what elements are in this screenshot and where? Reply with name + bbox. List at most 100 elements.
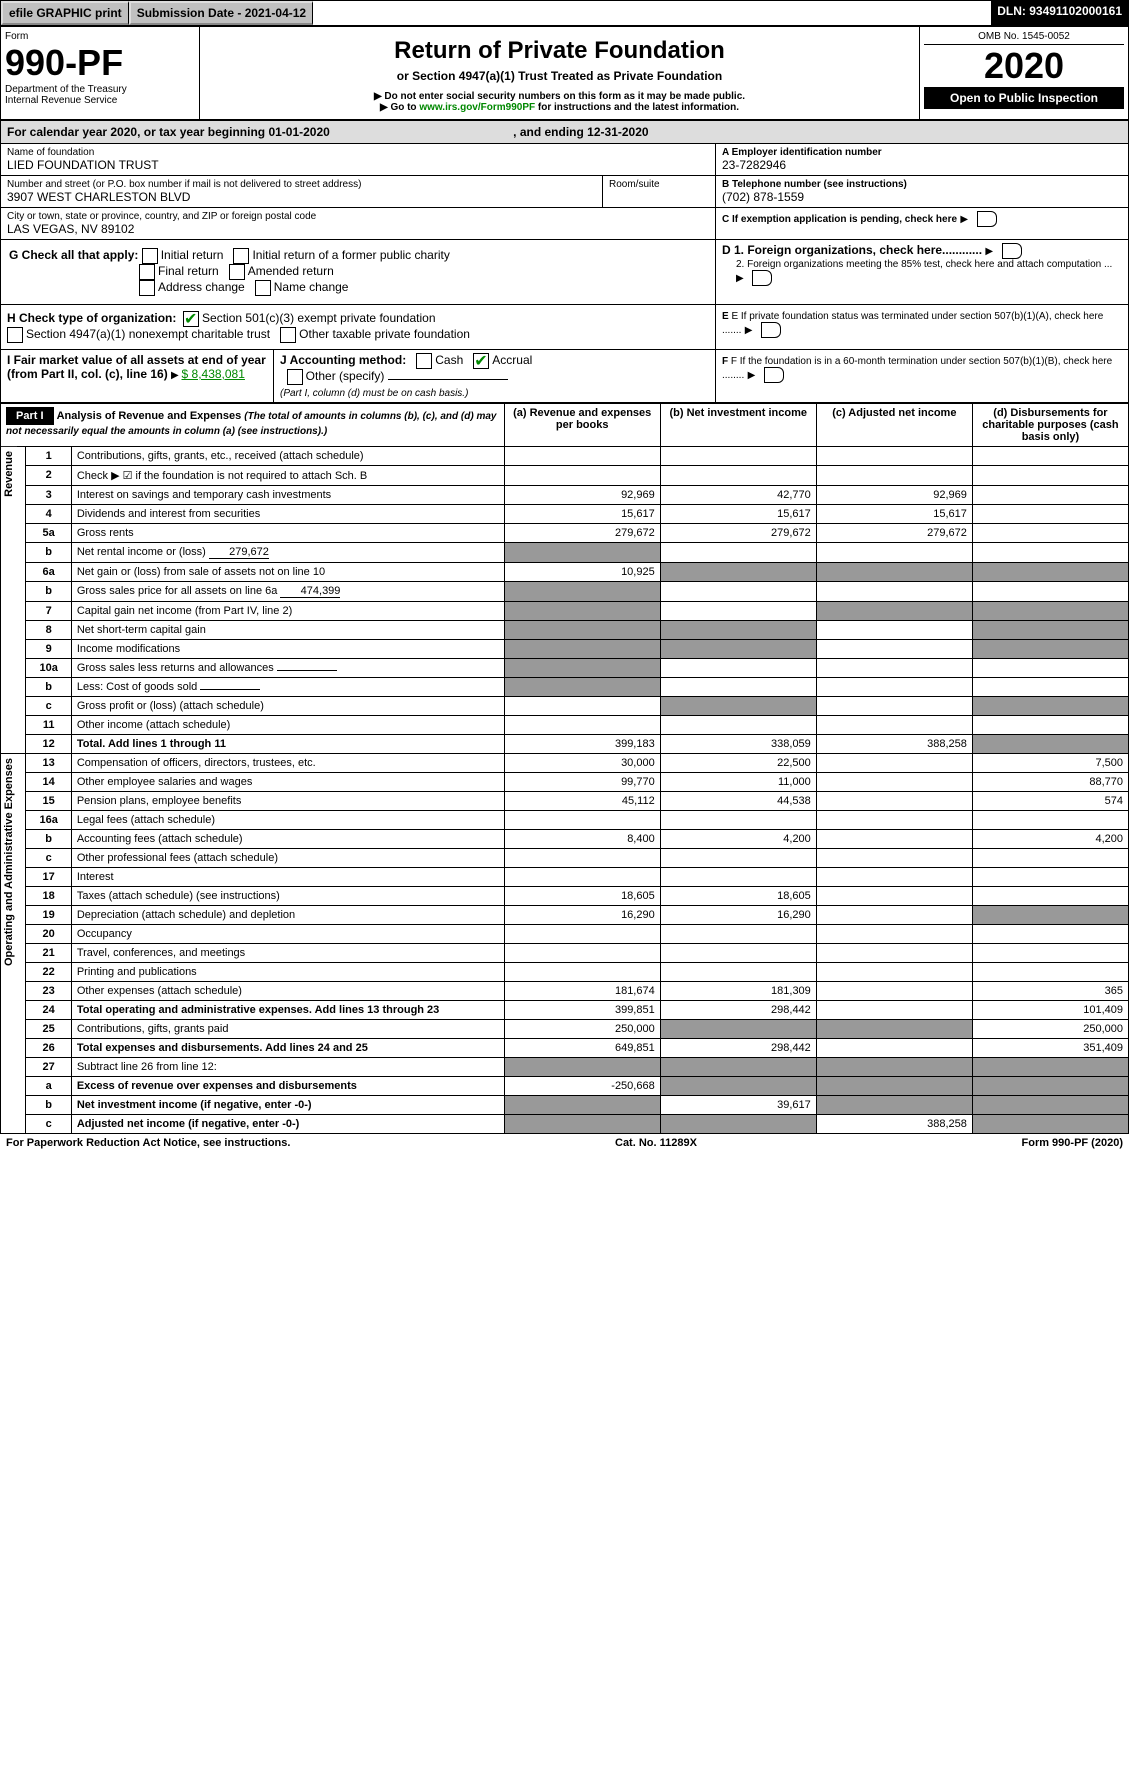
- value-cell: 99,770: [504, 773, 660, 792]
- value-cell: [816, 887, 972, 906]
- table-row: cAdjusted net income (if negative, enter…: [1, 1115, 1129, 1134]
- value-cell: [504, 697, 660, 716]
- g6-cb[interactable]: [255, 280, 271, 296]
- h2-cb[interactable]: [7, 327, 23, 343]
- g1-cb[interactable]: [142, 248, 158, 264]
- value-cell: [660, 963, 816, 982]
- value-cell: [972, 716, 1128, 735]
- line-desc: Other professional fees (attach schedule…: [71, 849, 504, 868]
- value-cell: 15,617: [816, 505, 972, 524]
- value-cell: [660, 678, 816, 697]
- line-desc: Occupancy: [71, 925, 504, 944]
- line-num: 14: [26, 773, 71, 792]
- value-cell: 250,000: [504, 1020, 660, 1039]
- value-cell: [972, 543, 1128, 563]
- value-cell: 388,258: [816, 735, 972, 754]
- tax-year: 2020: [924, 45, 1124, 87]
- value-cell: [504, 466, 660, 486]
- value-cell: [816, 792, 972, 811]
- value-cell: [972, 1096, 1128, 1115]
- value-cell: [972, 466, 1128, 486]
- value-cell: [816, 773, 972, 792]
- line-num: 19: [26, 906, 71, 925]
- value-cell: [972, 1115, 1128, 1134]
- value-cell: [816, 543, 972, 563]
- table-row: 21Travel, conferences, and meetings: [1, 944, 1129, 963]
- table-row: cOther professional fees (attach schedul…: [1, 849, 1129, 868]
- table-row: 14Other employee salaries and wages99,77…: [1, 773, 1129, 792]
- j1-cb[interactable]: [416, 353, 432, 369]
- value-cell: [972, 582, 1128, 602]
- line-desc: Accounting fees (attach schedule): [71, 830, 504, 849]
- col-d: (d) Disbursements for charitable purpose…: [972, 404, 1128, 447]
- value-cell: [816, 982, 972, 1001]
- line-num: 5a: [26, 524, 71, 543]
- line-desc: Compensation of officers, directors, tru…: [71, 754, 504, 773]
- d1-cb[interactable]: [1002, 243, 1022, 259]
- value-cell: 8,400: [504, 830, 660, 849]
- line-desc: Dividends and interest from securities: [71, 505, 504, 524]
- value-cell: [816, 659, 972, 678]
- value-cell: 92,969: [816, 486, 972, 505]
- value-cell: [816, 868, 972, 887]
- form-subtitle: or Section 4947(a)(1) Trust Treated as P…: [206, 69, 913, 83]
- table-row: 3Interest on savings and temporary cash …: [1, 486, 1129, 505]
- value-cell: [504, 1058, 660, 1077]
- irs-link[interactable]: www.irs.gov/Form990PF: [419, 102, 535, 113]
- value-cell: [972, 906, 1128, 925]
- value-cell: [660, 1115, 816, 1134]
- line-num: b: [26, 830, 71, 849]
- line-num: 12: [26, 735, 71, 754]
- value-cell: [660, 944, 816, 963]
- ein-value: 23-7282946: [722, 158, 1122, 172]
- value-cell: [972, 735, 1128, 754]
- f-cb[interactable]: [764, 367, 784, 383]
- table-row: 19Depreciation (attach schedule) and dep…: [1, 906, 1129, 925]
- c-label: C If exemption application is pending, c…: [722, 214, 957, 225]
- j-note: (Part I, column (d) must be on cash basi…: [280, 388, 468, 399]
- j1-lbl: Cash: [435, 353, 463, 367]
- value-cell: [660, 621, 816, 640]
- value-cell: 15,617: [660, 505, 816, 524]
- h3-cb[interactable]: [280, 327, 296, 343]
- line-num: c: [26, 849, 71, 868]
- part1-heading: Analysis of Revenue and Expenses: [57, 410, 245, 422]
- h2-lbl: Section 4947(a)(1) nonexempt charitable …: [26, 327, 270, 341]
- value-cell: [504, 447, 660, 466]
- line-desc: Capital gain net income (from Part IV, l…: [71, 602, 504, 621]
- line-num: 25: [26, 1020, 71, 1039]
- value-cell: [660, 659, 816, 678]
- table-row: aExcess of revenue over expenses and dis…: [1, 1077, 1129, 1096]
- table-row: 26Total expenses and disbursements. Add …: [1, 1039, 1129, 1058]
- d1-label: D 1. Foreign organizations, check here..…: [722, 243, 982, 257]
- warn2-pre: Go to: [390, 102, 419, 113]
- efile-print-btn[interactable]: efile GRAPHIC print: [1, 1, 129, 25]
- section-label: Revenue: [1, 447, 17, 501]
- h1-cb[interactable]: [183, 311, 199, 327]
- value-cell: [504, 716, 660, 735]
- value-cell: 88,770: [972, 773, 1128, 792]
- form-number: 990-PF: [5, 42, 195, 84]
- submission-date-btn[interactable]: Submission Date - 2021-04-12: [129, 1, 313, 25]
- line-desc: Gross profit or (loss) (attach schedule): [71, 697, 504, 716]
- c-checkbox[interactable]: [977, 211, 997, 227]
- i-value[interactable]: $ 8,438,081: [182, 367, 245, 381]
- form-word: Form: [5, 31, 195, 42]
- line-num: 7: [26, 602, 71, 621]
- line-desc: Less: Cost of goods sold: [71, 678, 504, 697]
- g5-cb[interactable]: [139, 280, 155, 296]
- line-desc: Travel, conferences, and meetings: [71, 944, 504, 963]
- g2-cb[interactable]: [233, 248, 249, 264]
- e-cb[interactable]: [761, 322, 781, 338]
- g3-cb[interactable]: [139, 264, 155, 280]
- value-cell: [816, 811, 972, 830]
- room-label: Room/suite: [609, 179, 709, 190]
- value-cell: 279,672: [504, 524, 660, 543]
- g4-cb[interactable]: [229, 264, 245, 280]
- col-a: (a) Revenue and expenses per books: [504, 404, 660, 447]
- j2-cb[interactable]: [473, 353, 489, 369]
- d2-cb[interactable]: [752, 270, 772, 286]
- j3-cb[interactable]: [287, 369, 303, 385]
- line-num: 20: [26, 925, 71, 944]
- line-num: 17: [26, 868, 71, 887]
